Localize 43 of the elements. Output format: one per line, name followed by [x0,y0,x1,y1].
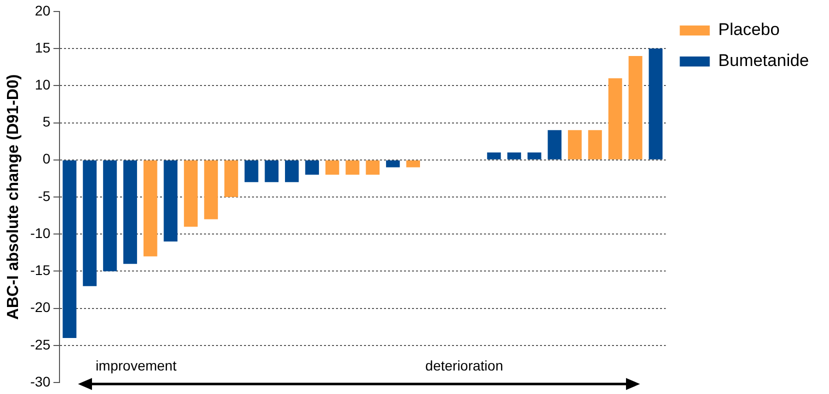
bar [588,130,602,160]
bar [184,160,198,227]
bar [204,160,218,220]
bar [123,160,138,264]
bar [608,78,622,160]
bar [82,160,97,286]
bar [103,160,117,272]
bar [264,160,279,182]
bar [144,160,158,256]
y-tick-label: -10 [30,224,51,241]
annotation: deterioration [425,357,504,374]
bar [284,160,299,182]
legend-label: Placebo [718,20,780,40]
bar [346,160,360,175]
bar [244,160,258,182]
bar [386,160,400,168]
bar [648,48,663,160]
y-tick-label: 0 [42,150,51,167]
bar [528,152,542,160]
y-tick-label: 15 [34,39,51,56]
bar [507,152,522,160]
y-tick-label: -5 [38,188,51,204]
y-axis-title: ABC-I absolute change (D91-D0) [5,74,22,320]
y-tick-label: -30 [30,373,51,390]
bar [325,160,340,175]
bar [628,56,642,160]
legend-label: Bumetanide [718,51,810,70]
bar [568,130,582,160]
bar [305,160,319,175]
bar [366,160,380,175]
annotation: improvement [96,357,177,374]
bar [62,160,76,338]
y-tick-label: -15 [30,262,51,278]
bar [406,160,420,168]
bar [548,130,562,160]
y-tick-label: 5 [42,114,51,130]
bar [487,152,501,160]
y-tick-label: 20 [34,2,51,18]
bar [224,160,238,197]
bar [164,160,178,242]
y-tick-label: -20 [30,299,51,316]
y-tick-label: 10 [34,76,51,92]
y-tick-label: -25 [30,336,51,352]
